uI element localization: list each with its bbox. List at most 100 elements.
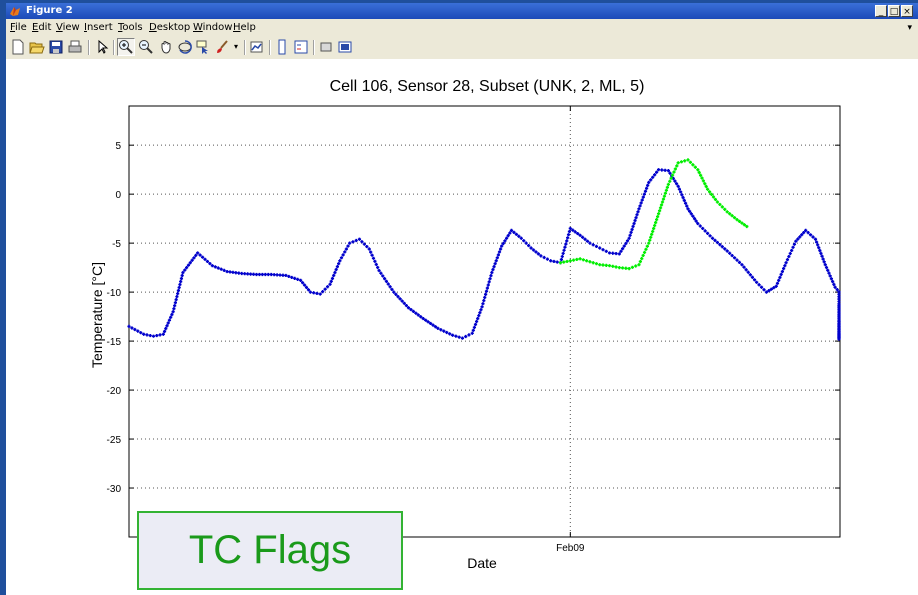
normal-point [257, 272, 262, 277]
menubar-arrow-icon[interactable]: ▾ [907, 23, 912, 33]
normal-point [414, 311, 418, 315]
normal-point [759, 285, 764, 289]
normal-point [777, 278, 781, 282]
normal-point [517, 234, 521, 238]
normal-point [617, 252, 621, 256]
normal-point [179, 276, 184, 281]
flagged-point [652, 226, 656, 231]
normal-point [529, 246, 533, 250]
menu-window[interactable]: Window [193, 22, 233, 33]
normal-point [775, 281, 780, 285]
flagged-point [668, 179, 672, 183]
flagged-point [607, 264, 612, 268]
normal-point [198, 253, 202, 257]
flagged-point [697, 170, 701, 175]
normal-point [668, 171, 672, 175]
normal-point [302, 283, 307, 287]
brush-dropdown-icon[interactable]: ▾ [233, 42, 238, 51]
normal-point [673, 179, 677, 183]
normal-point [180, 273, 184, 278]
normal-point [798, 235, 802, 239]
new-figure-icon[interactable] [10, 39, 26, 55]
normal-point [621, 247, 625, 251]
normal-point [318, 292, 322, 296]
flagged-point [660, 200, 665, 204]
flagged-point [679, 160, 684, 164]
normal-point [228, 270, 232, 274]
normal-point [720, 245, 724, 249]
edit-plot-arrow-icon[interactable] [94, 39, 110, 55]
save-icon[interactable] [48, 39, 64, 55]
minimize-button[interactable]: _ [875, 5, 887, 17]
maximize-button[interactable]: □ [888, 5, 900, 17]
data-cursor-icon[interactable] [196, 39, 212, 55]
legend-icon[interactable] [293, 39, 309, 55]
link-plot-icon[interactable] [249, 39, 265, 55]
normal-point [130, 326, 134, 330]
normal-point [428, 321, 433, 326]
normal-point [494, 259, 498, 263]
normal-point [512, 230, 516, 234]
normal-point [489, 274, 493, 278]
normal-point [155, 333, 159, 338]
normal-point [832, 282, 836, 286]
normal-point [173, 301, 177, 305]
normal-point [176, 289, 181, 293]
normal-point [819, 251, 823, 255]
show-plot-tools-icon[interactable] [337, 39, 353, 55]
normal-point [821, 257, 825, 261]
y-tick-label: -30 [107, 484, 122, 495]
pan-hand-icon[interactable] [158, 39, 174, 55]
normal-point [210, 264, 214, 268]
normal-point [348, 241, 352, 245]
normal-point [329, 279, 333, 283]
normal-point [433, 325, 438, 329]
print-icon[interactable] [67, 39, 83, 55]
close-button[interactable]: × [901, 5, 913, 17]
normal-point [315, 291, 319, 296]
normal-point [816, 243, 820, 247]
menu-help[interactable]: Help [233, 22, 256, 33]
normal-point [692, 217, 697, 221]
flagged-point [581, 258, 585, 262]
flagged-point [742, 223, 746, 227]
zoom-in-icon[interactable] [118, 39, 134, 55]
flagged-point [704, 184, 708, 189]
normal-point [742, 265, 746, 269]
menu-tools[interactable]: Tools [118, 22, 143, 33]
flagged-point [649, 235, 653, 239]
normal-point [421, 316, 425, 321]
normal-point [370, 253, 374, 257]
normal-point [680, 193, 684, 197]
normal-point [486, 283, 490, 287]
normal-point [371, 256, 376, 260]
flagged-point [611, 264, 615, 268]
menu-edit[interactable]: Edit [32, 22, 52, 33]
flagged-point [591, 261, 595, 265]
normal-point [388, 285, 392, 289]
zoom-out-icon[interactable] [138, 39, 154, 55]
rotate-3d-icon[interactable] [177, 39, 193, 55]
flagged-point [571, 258, 576, 262]
normal-point [471, 328, 475, 332]
menu-file[interactable]: File [10, 22, 27, 33]
normal-point [656, 168, 661, 172]
menu-desktop[interactable]: Desktop [149, 22, 191, 33]
menu-view[interactable]: View [56, 22, 80, 33]
normal-point [642, 192, 647, 196]
normal-point [563, 245, 567, 249]
normal-point [506, 234, 510, 238]
normal-point [341, 253, 345, 257]
brush-icon[interactable] [215, 39, 231, 55]
normal-point [683, 201, 688, 205]
title-bar[interactable]: Figure 2 _ □ × [6, 3, 918, 19]
flagged-point [703, 182, 707, 186]
hide-plot-tools-icon[interactable] [318, 39, 334, 55]
colorbar-icon[interactable] [274, 39, 290, 55]
normal-point [564, 242, 568, 246]
menu-insert[interactable]: Insert [84, 22, 113, 33]
flagged-point [706, 187, 710, 191]
normal-point [703, 229, 707, 233]
normal-point [706, 231, 710, 235]
open-file-icon[interactable] [29, 39, 45, 55]
